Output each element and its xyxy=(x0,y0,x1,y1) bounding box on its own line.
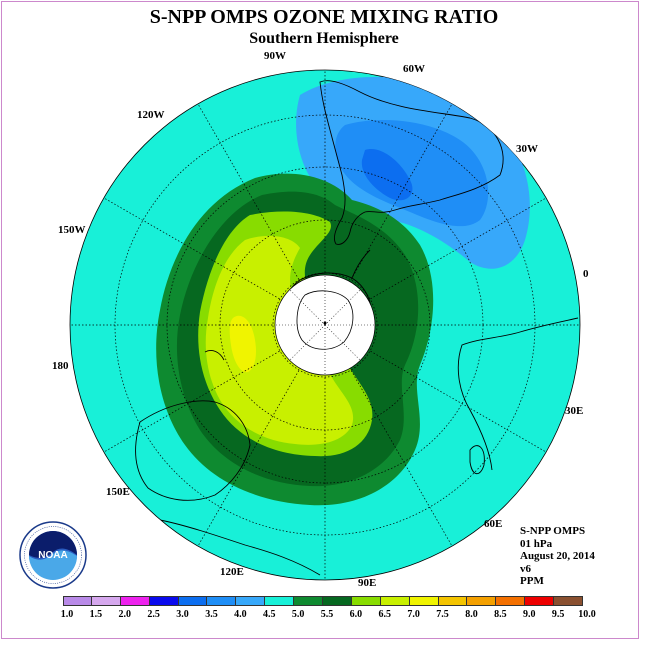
contour-3.0-3.5 xyxy=(361,149,413,201)
colorbar-segment xyxy=(207,596,237,606)
lon-label-120e: 120E xyxy=(220,566,244,578)
lon-label-90w: 90W xyxy=(264,50,286,62)
colorbar-tick-label: 4.5 xyxy=(262,609,276,620)
south-pole-marker xyxy=(323,321,327,325)
colorbar-tick-label: 7.0 xyxy=(407,609,420,620)
colorbar-segment xyxy=(323,596,352,606)
colorbar-segment xyxy=(265,596,295,606)
info-units: PPM xyxy=(520,575,544,587)
colorbar-tick-label: 8.0 xyxy=(465,609,478,620)
info-version: v6 xyxy=(520,562,531,575)
colorbar-tick-label: 3.5 xyxy=(205,609,218,620)
colorbar-segment xyxy=(467,596,497,606)
coastline-antarctic-peninsula xyxy=(351,249,371,279)
contour-3.5-4.0 xyxy=(335,120,489,227)
colorbar-tick-label: 5.0 xyxy=(291,609,305,620)
coastline-antarctica-inner xyxy=(296,290,354,350)
colorbar-tick-label: 6.5 xyxy=(378,609,392,620)
colorbar-segment xyxy=(525,596,555,606)
info-block: S-NPP OMPS 01 hPa August 20, 2014 v6 PPM xyxy=(520,525,595,588)
colorbar-tick-label: 9.0 xyxy=(522,609,536,620)
colorbar-segment xyxy=(149,596,179,606)
map-title: S-NPP OMPS OZONE MIXING RATIO xyxy=(149,6,499,28)
colorbar-segment xyxy=(496,596,526,606)
coastline-africa xyxy=(457,317,579,471)
lon-label-150e: 150E xyxy=(106,486,130,498)
colorbar-tick-label: 1.0 xyxy=(60,609,74,620)
colorbar-segment xyxy=(351,596,381,606)
colorbar-tick-label: 10.0 xyxy=(578,609,596,620)
colorbar-segment xyxy=(294,596,323,606)
lon-label-30e: 30E xyxy=(565,405,584,417)
colorbar-tick-label: 5.5 xyxy=(320,609,334,620)
coastline-indonesia xyxy=(159,519,321,576)
info-level: 01 hPa xyxy=(520,537,553,550)
info-instrument: S-NPP OMPS xyxy=(520,525,586,537)
colorbar-segment xyxy=(236,596,266,606)
lon-label-30w: 30W xyxy=(516,143,538,155)
contour-7.0-7.5 xyxy=(229,315,256,373)
info-date: August 20, 2014 xyxy=(520,550,595,562)
lon-label-90e: 90E xyxy=(358,577,377,589)
lon-label-180: 180 xyxy=(52,360,69,372)
colorbar-segment xyxy=(438,596,468,606)
colorbar-segment xyxy=(380,596,410,606)
colorbar-tick-label: 2.5 xyxy=(147,609,160,620)
coastline-australia xyxy=(135,400,251,501)
svg-text:NOAA: NOAA xyxy=(38,550,67,561)
colorbar-tick-label: 7.5 xyxy=(436,609,449,620)
lon-label-120w: 120W xyxy=(137,109,165,121)
lon-label-150w: 150W xyxy=(58,224,86,236)
colorbar-tick-label: 8.5 xyxy=(494,609,507,620)
coastline-new-zealand xyxy=(204,349,225,361)
colorbar-segment xyxy=(63,596,92,606)
noaa-logo: NOAA xyxy=(19,521,87,589)
lon-label-0: 0 xyxy=(583,268,589,280)
colorbar-tick-label: 1.5 xyxy=(89,609,103,620)
lon-label-60e: 60E xyxy=(484,518,503,530)
colorbar-segment xyxy=(120,596,150,606)
colorbar-segment xyxy=(409,596,439,606)
lon-label-60w: 60W xyxy=(403,63,425,75)
colorbar-tick-label: 3.0 xyxy=(176,609,189,620)
coastline-south-america xyxy=(319,80,504,245)
colorbar-segment xyxy=(178,596,208,606)
figure-frame xyxy=(1,1,639,639)
colorbar-segment xyxy=(91,596,121,606)
colorbar-tick-label: 4.0 xyxy=(234,609,247,620)
map-subtitle: Southern Hemisphere xyxy=(249,30,399,47)
colorbar-tick-label: 6.0 xyxy=(349,609,363,620)
colorbar-tick-label: 9.5 xyxy=(551,609,565,620)
colorbar-frame xyxy=(63,596,583,606)
coastline-madagascar xyxy=(469,445,485,475)
colorbar-tick-label: 2.0 xyxy=(118,609,132,620)
